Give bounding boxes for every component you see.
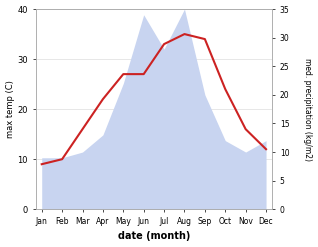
Y-axis label: max temp (C): max temp (C): [5, 80, 15, 138]
X-axis label: date (month): date (month): [118, 231, 190, 242]
Y-axis label: med. precipitation (kg/m2): med. precipitation (kg/m2): [303, 58, 313, 161]
